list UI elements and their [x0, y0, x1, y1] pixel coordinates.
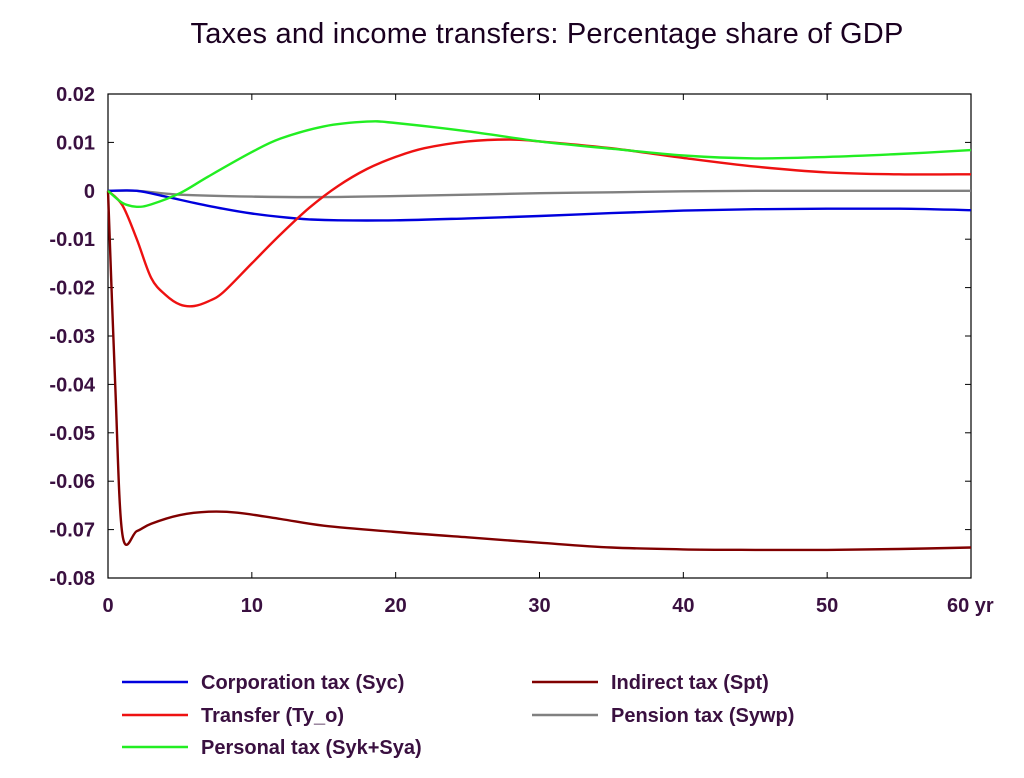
- legend-label: Personal tax (Syk+Sya): [201, 737, 422, 759]
- legend-label: Indirect tax (Spt): [611, 672, 769, 694]
- x-tick-label: 50: [816, 595, 838, 617]
- series-line: [107, 189, 971, 199]
- legend-label: Transfer (Ty_o): [201, 705, 344, 727]
- x-tick-label: 40: [672, 595, 694, 617]
- plot-frame: [107, 93, 972, 579]
- series-lines: [106, 120, 972, 552]
- y-tick-label: 0.01: [56, 132, 95, 154]
- series-line: [107, 138, 972, 308]
- legend-label: Pension tax (Sywp): [611, 705, 794, 727]
- x-tick-label: 10: [241, 595, 263, 617]
- series-line: [107, 189, 972, 222]
- y-tick-label: -0.01: [49, 229, 95, 251]
- legend: Corporation tax (Syc) Transfer (Ty_o) Pers…: [122, 672, 794, 759]
- y-tick-label: -0.08: [49, 568, 95, 590]
- y-tick-label: 0: [84, 181, 95, 203]
- plot-border: [107, 93, 972, 579]
- y-tick-label: -0.05: [49, 423, 95, 445]
- series-line: [106, 190, 972, 552]
- x-axis-tick-labels: 0 10 20 30 40 50 60 yr: [102, 595, 993, 617]
- x-tick-label: 20: [385, 595, 407, 617]
- y-tick-label: -0.07: [49, 520, 95, 542]
- y-tick-label: -0.03: [49, 326, 95, 348]
- y-tick-label: -0.02: [49, 278, 95, 300]
- x-tick-label: 60 yr: [947, 595, 994, 617]
- y-tick-label: -0.04: [49, 374, 95, 396]
- series-line: [107, 120, 972, 209]
- axis-ticks: [107, 93, 972, 579]
- y-axis-tick-labels: 0.02 0.01 0 -0.01 -0.02 -0.03 -0.04 -0.05 -0.06 -…: [49, 84, 95, 590]
- y-tick-label: -0.06: [49, 471, 95, 493]
- chart-title: Taxes and income transfers: Percentage s…: [190, 18, 904, 50]
- x-tick-label: 30: [528, 595, 550, 617]
- legend-label: Corporation tax (Syc): [201, 672, 404, 694]
- x-tick-label: 0: [102, 595, 113, 617]
- y-tick-label: 0.02: [56, 84, 95, 106]
